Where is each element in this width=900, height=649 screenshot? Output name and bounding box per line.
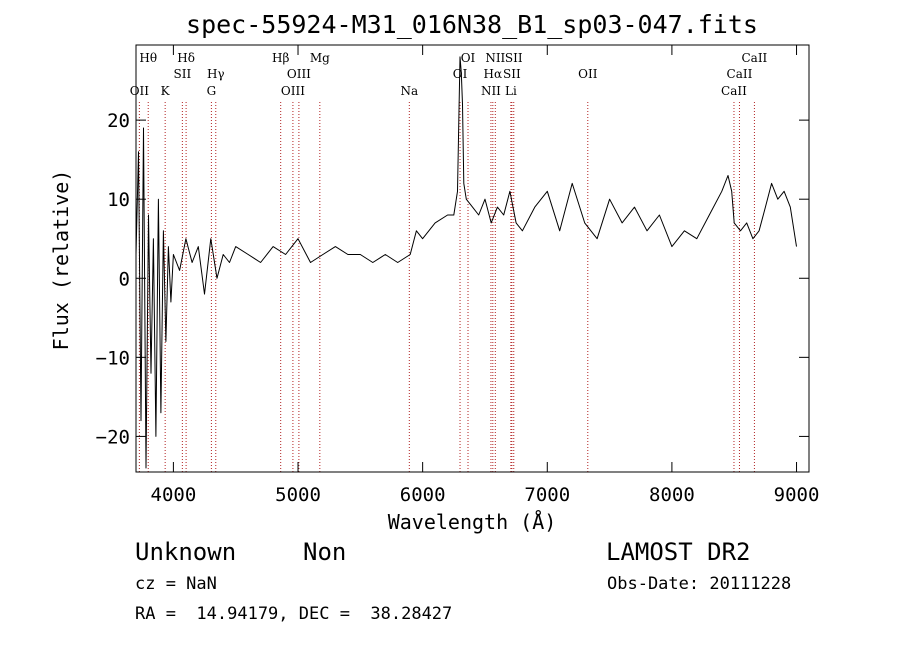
spectral-line-label: CaII <box>741 51 767 65</box>
spectral-line-label: Hγ <box>207 67 225 81</box>
spectral-line-label: G <box>207 84 217 98</box>
flux-series <box>135 56 797 469</box>
redshift-cz: cz = NaN <box>135 574 217 594</box>
spectral-line-label: Hδ <box>177 51 195 65</box>
x-axis-label: Wavelength (Å) <box>388 510 557 534</box>
x-tick-label: 5000 <box>275 484 321 506</box>
chart-title: spec-55924-M31_016N38_B1_sp03-047.fits <box>186 10 758 39</box>
x-tick-label: 9000 <box>774 484 820 506</box>
coordinates: RA = 14.94179, DEC = 38.28427 <box>135 604 453 624</box>
spectral-line-label: SII <box>174 67 192 81</box>
subclass-label: Non <box>303 538 347 566</box>
axis-ticks: 4000 5000 6000 7000 8000 9000 −20 −10 0 10 20 <box>96 45 820 506</box>
spectral-line-label: CaII <box>727 67 753 81</box>
spectral-line-label: OI <box>461 51 476 65</box>
x-tick-label: 6000 <box>400 484 446 506</box>
class-label: Unknown <box>135 538 237 566</box>
spectral-line-label: OIII <box>287 67 311 81</box>
spectral-line-label: NII <box>481 84 501 98</box>
spectral-line-label: Na <box>400 84 418 98</box>
spectral-line-label: CaII <box>721 84 747 98</box>
y-tick-label: 0 <box>119 268 130 290</box>
y-tick-label: −20 <box>96 426 130 448</box>
spectral-line-label: K <box>161 84 171 98</box>
spectral-line-label: OIII <box>281 84 305 98</box>
spectral-line-label: Li <box>505 84 517 98</box>
spectral-line-label: Hα <box>484 67 503 81</box>
x-tick-label: 7000 <box>524 484 570 506</box>
x-tick-label: 4000 <box>151 484 197 506</box>
survey-label: LAMOST DR2 <box>606 538 751 566</box>
spectral-line-label: NII <box>485 51 505 65</box>
spectral-line-label: Hθ <box>139 51 157 65</box>
obs-date: Obs-Date: 20111228 <box>607 574 792 594</box>
y-tick-label: −10 <box>96 347 130 369</box>
spectral-line-label: OII <box>578 67 598 81</box>
spectral-line-label: SII <box>505 51 523 65</box>
spectral-line-label: Hβ <box>272 51 289 65</box>
y-axis-label: Flux (relative) <box>49 170 73 351</box>
y-tick-label: 10 <box>107 189 130 211</box>
x-tick-label: 8000 <box>649 484 695 506</box>
plot-frame <box>135 44 810 473</box>
y-tick-label: 20 <box>107 110 130 132</box>
spectral-line-label: Mg <box>310 51 330 65</box>
spectral-line-label: SII <box>503 67 521 81</box>
series-line-flux <box>135 56 797 469</box>
spectral-line-label: OII <box>130 84 150 98</box>
